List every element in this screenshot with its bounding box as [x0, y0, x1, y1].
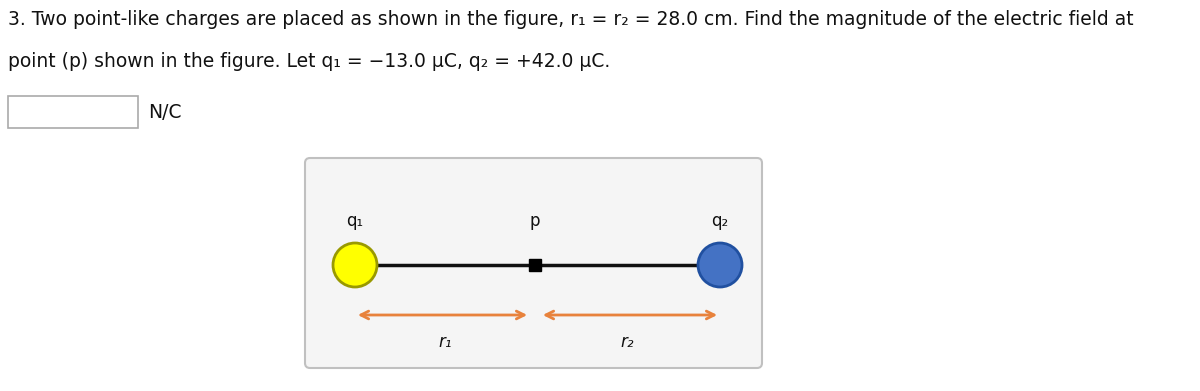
Text: q₂: q₂ — [712, 212, 728, 230]
Text: r₁: r₁ — [438, 333, 451, 351]
Text: r₂: r₂ — [620, 333, 635, 351]
Circle shape — [334, 243, 377, 287]
FancyBboxPatch shape — [8, 96, 138, 128]
FancyBboxPatch shape — [305, 158, 762, 368]
Text: p: p — [529, 212, 540, 230]
Text: 3. Two point-like charges are placed as shown in the figure, r₁ = r₂ = 28.0 cm. : 3. Two point-like charges are placed as … — [8, 10, 1134, 29]
Text: point (p) shown in the figure. Let q₁ = −13.0 μC, q₂ = +42.0 μC.: point (p) shown in the figure. Let q₁ = … — [8, 52, 611, 71]
Circle shape — [698, 243, 742, 287]
Text: N/C: N/C — [148, 102, 181, 122]
Text: q₁: q₁ — [347, 212, 364, 230]
